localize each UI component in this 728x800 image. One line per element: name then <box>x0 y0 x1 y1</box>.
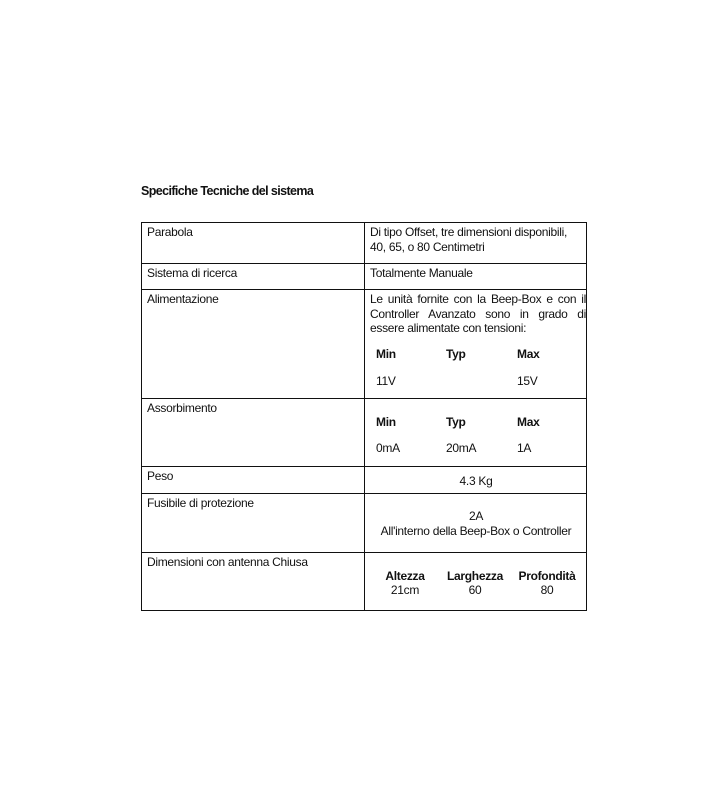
row-label-assorbimento: Assorbimento <box>147 401 217 415</box>
row-divider <box>142 552 586 553</box>
row-label-parabola: Parabola <box>147 225 193 239</box>
dimensioni-value-larghezza: 60 <box>468 583 482 597</box>
row-label-sistema-ricerca: Sistema di ricerca <box>147 266 237 280</box>
row-label-dimensioni: Dimensioni con antenna Chiusa <box>147 555 308 569</box>
alimentazione-header-typ: Typ <box>446 347 466 361</box>
row-value-peso: 4.3 Kg <box>459 474 493 488</box>
alimentazione-value-max: 15V <box>517 374 538 388</box>
row-divider <box>142 263 586 264</box>
dimensioni-header-altezza: Altezza <box>385 569 425 583</box>
row-divider <box>142 398 586 399</box>
spec-table: Parabola Di tipo Offset, tre dimensioni … <box>141 222 587 611</box>
alimentazione-value-min: 11V <box>376 374 396 388</box>
assorbimento-value-typ: 20mA <box>446 441 477 455</box>
row-label-fusibile: Fusibile di protezione <box>147 496 254 510</box>
dimensioni-value-profondita: 80 <box>540 583 554 597</box>
document-title: Specifiche Tecniche del sistema <box>141 184 314 198</box>
column-divider <box>364 223 365 610</box>
row-divider <box>142 466 586 467</box>
row-label-peso: Peso <box>147 469 174 483</box>
assorbimento-header-typ: Typ <box>446 415 466 429</box>
assorbimento-header-max: Max <box>517 415 540 429</box>
row-value-alimentazione: Le unità fornite con la Beep-Box e con i… <box>370 292 586 335</box>
dimensioni-value-altezza: 21cm <box>390 583 420 597</box>
row-divider <box>142 493 586 494</box>
row-divider <box>142 289 586 290</box>
alimentazione-header-min: Min <box>376 347 396 361</box>
dimensioni-header-larghezza: Larghezza <box>447 569 503 583</box>
row-value-parabola: Di tipo Offset, tre dimensioni disponibi… <box>370 225 567 254</box>
row-value-sistema-ricerca: Totalmente Manuale <box>370 266 473 280</box>
assorbimento-value-min: 0mA <box>376 441 400 455</box>
dimensioni-header-profondita: Profondità <box>518 569 576 583</box>
row-value-fusibile: 2A <box>468 509 484 523</box>
alimentazione-header-max: Max <box>517 347 540 361</box>
assorbimento-value-max: 1A <box>517 441 532 455</box>
row-label-alimentazione: Alimentazione <box>147 292 219 306</box>
row-value-fusibile-note: All'interno della Beep-Box o Controller <box>380 524 572 538</box>
assorbimento-header-min: Min <box>376 415 396 429</box>
